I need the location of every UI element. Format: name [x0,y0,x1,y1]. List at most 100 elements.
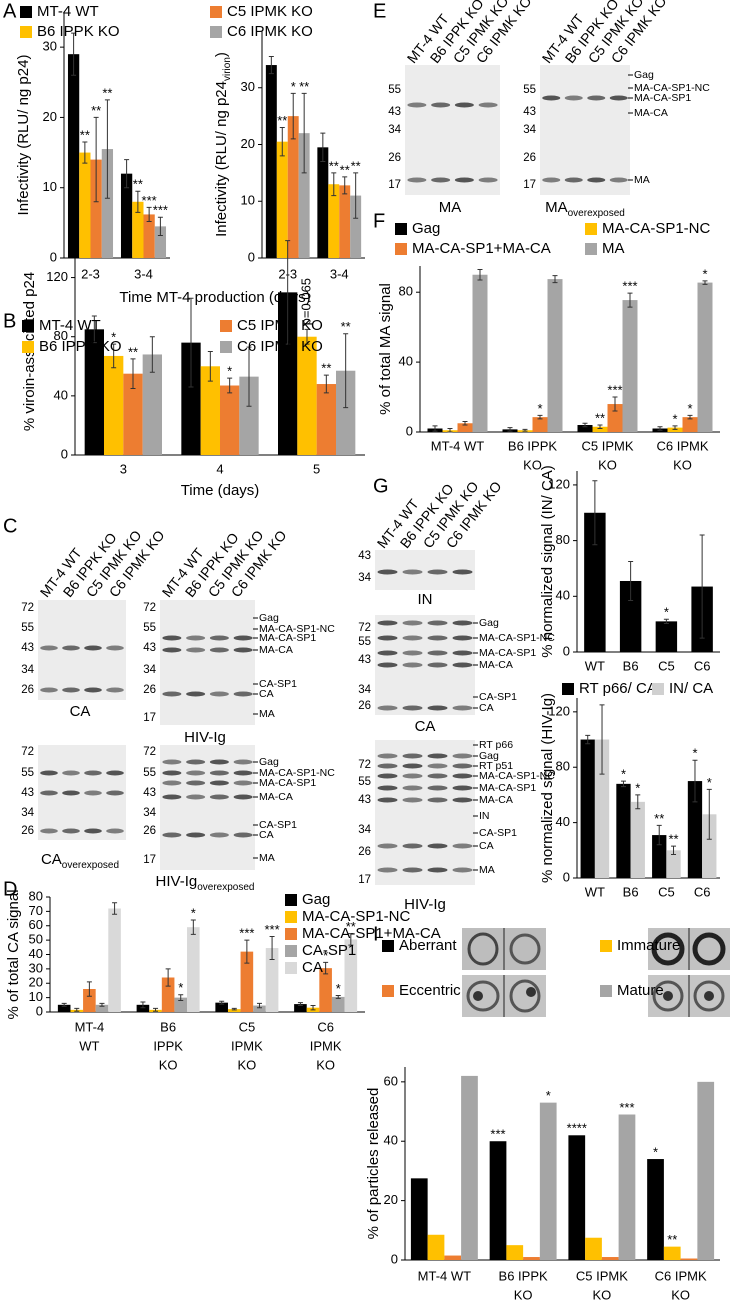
band-label: MA-CA [259,791,293,803]
y-tick-label: 0 [563,643,570,658]
bar [104,355,124,455]
bar [265,65,277,258]
bar [143,214,155,258]
bar [663,1246,681,1260]
y-tick-label: 40 [399,354,413,369]
mw-marker: 34 [21,664,34,676]
significance-label: * [336,981,341,996]
error-bar [61,1002,67,1007]
blot-band [377,650,398,656]
mw-marker: 55 [358,636,371,648]
x-tick-label: MT-4 WT [418,1268,471,1283]
bar [619,580,642,652]
error-bar [219,1000,225,1005]
x-tick-label: C5 [239,1019,256,1034]
bar [666,850,681,878]
blot-band [431,102,451,108]
legend-swatch [22,341,34,353]
blot-band [106,687,124,693]
caption-main: MA [439,199,462,216]
bar [84,329,104,455]
error-bar [99,1002,105,1007]
caption-main: CA [41,851,62,868]
error-bar [279,126,285,157]
blot-band [452,843,473,849]
y-tick-label: 0 [50,249,57,264]
y-tick-label: 120 [548,703,570,718]
band-label: Gag [479,617,499,629]
band-label: CA [479,840,494,852]
error-bar [628,561,634,601]
blot-band [452,867,473,873]
bar [410,1178,428,1260]
blot-band [452,662,473,668]
x-tick-label: WT [585,658,605,673]
blot-band [186,635,206,641]
x-tick-label: 2-3 [81,266,100,281]
blot-band [162,635,182,641]
legend-swatch [382,985,394,997]
blot-band [377,763,398,769]
blot-band [427,867,448,873]
y-axis-label: % of total MA signal [377,283,394,415]
error-bar [692,759,698,803]
core [663,991,673,1001]
x-tick-label: WT [79,1038,99,1053]
legend-label: CA [302,959,323,976]
blot-band [402,763,423,769]
legend-label: MA-CA-SP1-NC [302,908,411,925]
x-tick-label: B6 IPPK [499,1268,548,1283]
blot-band [377,635,398,641]
blot-caption: CA [415,718,436,735]
error-bar [91,315,97,344]
blot-band [402,753,423,759]
error-bar [82,141,88,164]
x-tick-label: 3-4 [330,266,349,281]
mw-marker: 43 [143,787,156,799]
blot-band [186,691,206,697]
bar [350,195,362,258]
blot-band [84,790,102,796]
blot-band [233,794,253,800]
blot-band [542,177,561,183]
bar [90,159,102,258]
legend-label: MA-CA-SP1-NC [602,220,711,237]
error-bar [227,377,233,394]
blot-caption: CA [70,703,91,720]
x-tick-label: 3-4 [134,266,153,281]
error-bar [86,981,92,997]
bar [584,512,606,652]
bar [427,1234,445,1260]
panel-label: B [3,310,16,332]
mw-marker: 26 [143,684,156,696]
y-axis-label-part: % of total CA signal [5,889,22,1019]
bar [108,908,121,1012]
mw-marker: 17 [143,712,156,724]
band-label: MA-CA-SP1-NC [479,770,555,782]
bar [472,274,488,432]
error-bar [635,794,641,810]
x-axis-label: Time MT-4 production (days) [119,289,310,306]
blot-band [162,794,182,800]
blot-band [209,635,229,641]
blot-band [452,635,473,641]
bar [680,1258,698,1260]
band-label: MA [479,864,495,876]
legend-swatch [210,26,222,38]
band-label: MA-CA-SP1-NC [479,632,555,644]
bar [506,1245,524,1260]
legend-label: C5 IPMK KO [227,3,313,20]
bar [687,781,703,878]
y-axis-label-part: % of total MA signal [377,283,394,415]
y-axis-label: % of particles released [365,1088,382,1240]
bar [331,996,345,1012]
x-tick-label: WT [585,884,605,899]
mw-marker: 26 [523,152,536,164]
error-bar [310,1005,316,1011]
band-label: MA-CA [634,107,668,119]
x-tick-label: B6 [623,884,639,899]
mw-marker: 17 [523,179,536,191]
bar [697,282,713,432]
bar [523,1257,540,1260]
